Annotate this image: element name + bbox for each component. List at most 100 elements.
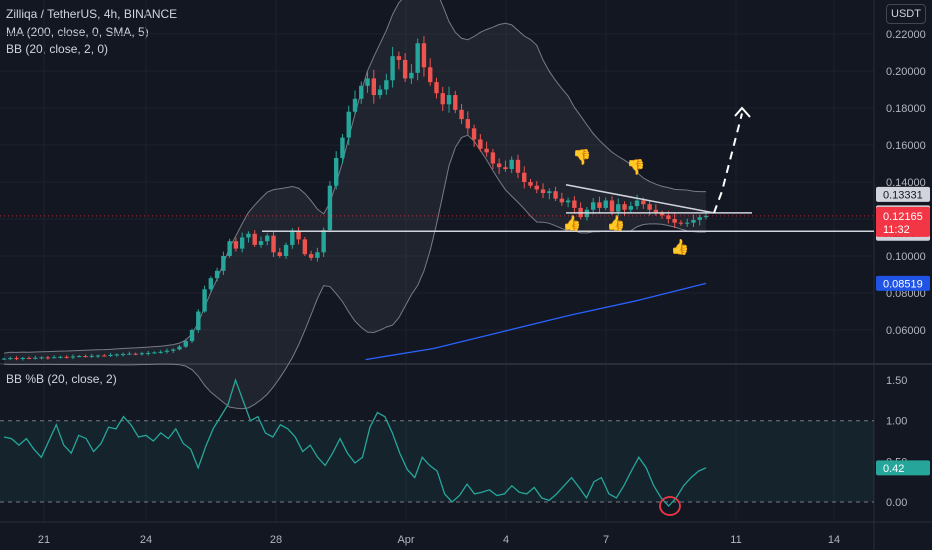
candle-body	[196, 311, 201, 330]
candle-body	[484, 148, 489, 153]
candle-body	[396, 56, 402, 60]
candle-body	[70, 356, 76, 358]
candle-body	[647, 204, 652, 210]
candle-body	[89, 355, 94, 357]
band-lower	[3, 134, 707, 410]
candle-body	[377, 89, 383, 96]
candle-body	[333, 157, 339, 186]
candle-body	[171, 349, 176, 351]
candle-body	[39, 357, 44, 359]
candle-body	[277, 252, 282, 256]
thumbs-up-icon: 👍	[607, 214, 626, 232]
y-tick-label: 0.18000	[886, 103, 926, 115]
bb-legend[interactable]: BB (20, close, 2, 0)	[6, 42, 109, 56]
y-tick-label: 0.20000	[886, 66, 926, 78]
candle-body	[327, 185, 333, 231]
candle-body	[346, 111, 351, 138]
candle-body	[265, 235, 270, 242]
x-tick-label: 7	[603, 534, 609, 546]
percent-b-panel	[0, 378, 874, 516]
percent-b-band	[0, 420, 874, 502]
candle-body	[409, 72, 414, 79]
highlight-circle	[659, 496, 681, 516]
candle-body	[697, 217, 702, 220]
candle-body	[359, 85, 364, 99]
candle-body	[315, 252, 320, 258]
candle-body	[440, 93, 445, 105]
percent-b-line	[3, 378, 707, 508]
y-tick-label: 0.08000	[886, 288, 926, 300]
candle-body	[522, 172, 527, 182]
x-tick-label: 24	[140, 534, 152, 546]
candle-body	[1, 358, 7, 360]
candle-body	[365, 78, 370, 86]
x-tick-label: 21	[38, 534, 50, 546]
candle-body	[108, 354, 113, 356]
candle-body	[51, 357, 57, 359]
candle-body	[239, 237, 245, 249]
candle-body	[471, 128, 477, 140]
candle-body	[158, 351, 163, 353]
candle-body	[691, 219, 696, 223]
candle-body	[145, 352, 151, 354]
candle-body	[340, 137, 345, 158]
ma-legend[interactable]: MA (200, close, 0, SMA, 5)	[6, 25, 149, 39]
candle-body	[271, 235, 276, 253]
candle-body	[8, 358, 13, 360]
y-tick-label: 0.00	[886, 497, 907, 509]
tag-last-price	[876, 206, 930, 237]
currency-selector[interactable]: USDT	[886, 4, 926, 24]
candle-body	[371, 78, 377, 96]
ma-line	[365, 282, 707, 361]
candle-body	[177, 346, 182, 350]
tag-upper-band-text: 0.13331	[883, 189, 923, 201]
candle-body	[114, 354, 120, 356]
candle-body	[459, 109, 464, 120]
candle-body	[590, 202, 596, 210]
candle-body	[252, 233, 257, 245]
candle-body	[127, 353, 132, 355]
tag-upper-band	[876, 186, 930, 202]
candle-body	[553, 191, 558, 199]
candle-body	[684, 222, 690, 224]
candle-body	[283, 244, 289, 256]
candle-body	[83, 356, 88, 358]
y-tick-label: 1.00	[886, 416, 907, 428]
x-tick-label: 11	[730, 534, 741, 546]
candle-body	[233, 241, 239, 249]
thumbs-down-icon: 👎	[573, 148, 592, 166]
candle-body	[509, 159, 514, 170]
candle-body	[208, 278, 214, 290]
candle-body	[133, 353, 138, 355]
candle-body	[478, 139, 483, 149]
candle-body	[528, 182, 533, 186]
candle-body	[77, 356, 82, 358]
candle-body	[64, 356, 69, 358]
candle-body	[227, 241, 232, 256]
moving-average	[365, 282, 707, 361]
candle-body	[496, 163, 502, 168]
drawings: 👍 👍 👍 👎 👎	[0, 106, 874, 256]
candle-body	[503, 167, 508, 170]
candle-body	[183, 341, 188, 347]
candle-body	[703, 215, 709, 218]
candle-body	[164, 350, 170, 352]
x-tick-label: Apr	[397, 534, 414, 546]
candle-body	[20, 357, 26, 359]
candle-body	[659, 213, 665, 216]
candle-body	[603, 200, 608, 208]
candle-body	[678, 222, 684, 224]
candle-body	[308, 254, 314, 258]
axes: 0.060000.080000.100000.120000.140000.160…	[38, 29, 926, 546]
percent-b-legend[interactable]: BB %B (20, close, 2)	[6, 372, 117, 386]
candle-body	[296, 231, 301, 240]
price-tags: 0.133310.123340.113370.085190.1216511:32…	[876, 186, 930, 476]
candle-body	[152, 352, 157, 354]
candle-body	[572, 200, 577, 208]
candle-body	[202, 289, 207, 312]
candle-body	[221, 256, 226, 271]
y-tick-label: 0.14000	[886, 177, 926, 189]
y-tick-label: 0.10000	[886, 251, 926, 263]
